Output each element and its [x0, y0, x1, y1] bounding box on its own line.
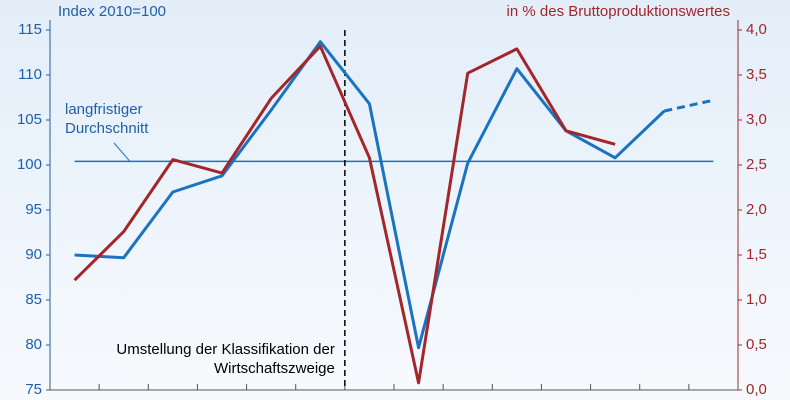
- y-axis-label: Index 2010=100: [58, 3, 166, 20]
- y-tick-label: 115: [18, 21, 42, 38]
- series-line: [73, 44, 616, 385]
- reference-pointer: [113, 142, 131, 162]
- y-tick-label: 95: [25, 201, 42, 218]
- y2-tick-label: 0,0: [746, 381, 767, 398]
- y2-tick-label: 1,5: [746, 246, 767, 263]
- y2-tick-label: 3,0: [746, 111, 767, 128]
- reference-label: Durchschnitt: [65, 120, 149, 137]
- y2-tick-label: 3,5: [746, 66, 767, 83]
- y2-tick-label: 2,0: [746, 201, 767, 218]
- y-tick-label: 85: [25, 291, 42, 308]
- y-tick-label: 105: [17, 111, 42, 128]
- y-tick-label: 100: [17, 156, 42, 173]
- y-tick-label: 110: [18, 66, 42, 83]
- y2-axis-label: in % des Bruttoproduktionswertes: [507, 3, 730, 20]
- break-label: Wirtschaftszweige: [214, 360, 335, 377]
- y2-tick-label: 2,5: [746, 156, 767, 173]
- break-label: Umstellung der Klassifikation der: [116, 341, 334, 358]
- y2-tick-label: 4,0: [746, 21, 767, 38]
- y-tick-label: 90: [25, 246, 42, 263]
- series-line-dashed: [663, 98, 714, 113]
- reference-label: langfristiger: [65, 101, 143, 118]
- y-tick-label: 75: [25, 381, 42, 398]
- y-tick-label: 80: [25, 336, 42, 353]
- y2-tick-label: 0,5: [746, 336, 767, 353]
- y2-tick-label: 1,0: [746, 291, 767, 308]
